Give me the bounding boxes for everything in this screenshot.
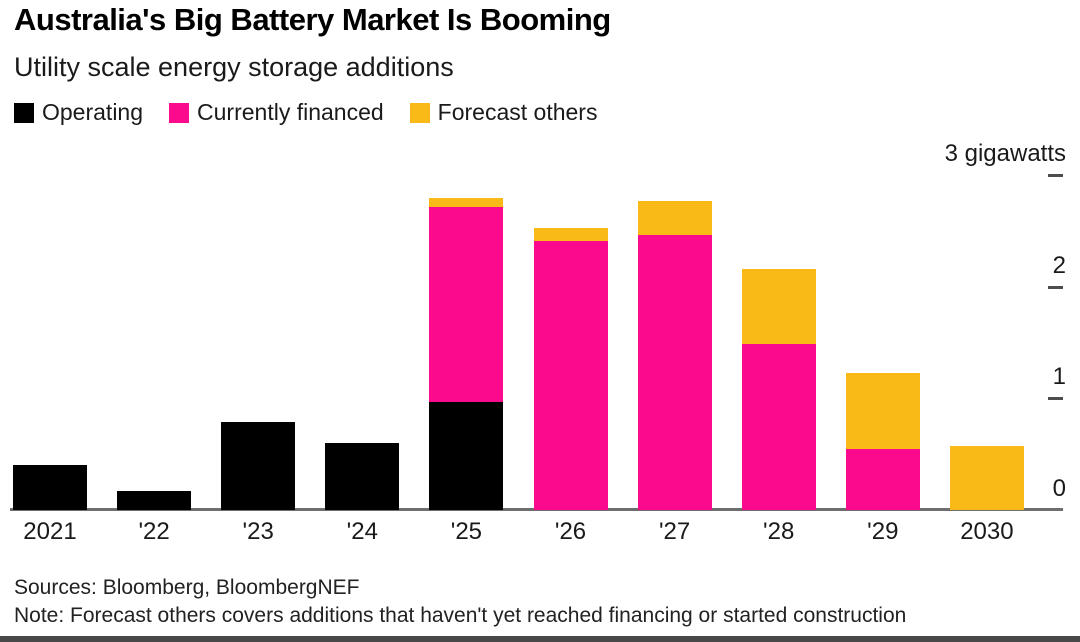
x-axis-label-2021: 2021: [23, 518, 77, 545]
bar-segment-forecast-others-2030: [950, 446, 1024, 510]
bar-segment-operating-23: [221, 422, 295, 510]
bar-segment-currently-financed-27: [638, 235, 712, 510]
sources-text: Sources: Bloomberg, BloombergNEF: [14, 576, 360, 599]
bar-segment-operating-22: [117, 491, 191, 510]
legend-item-currently-financed: Currently financed: [169, 99, 384, 126]
bar-segment-forecast-others-29: [846, 373, 920, 449]
legend-item-forecast-others: Forecast others: [409, 99, 598, 126]
y-axis-tick-2: [1048, 285, 1063, 289]
bar-segment-forecast-others-26: [534, 228, 608, 241]
x-axis-label-26: '26: [554, 518, 587, 545]
chart-legend: Operating Currently financed Forecast othe…: [14, 99, 597, 126]
bar-segment-currently-financed-25: [429, 207, 503, 402]
bar-segment-operating-25: [429, 402, 503, 510]
bar-segment-forecast-others-28: [742, 269, 816, 344]
gold-square-swatch: [409, 102, 430, 123]
x-axis-label-2030: 2030: [960, 518, 1014, 545]
x-axis-label-27: '27: [658, 518, 691, 545]
x-axis-label-23: '23: [242, 518, 274, 545]
legend-label: Forecast others: [437, 99, 598, 125]
note-text: Note: Forecast others covers additions t…: [14, 604, 907, 627]
legend-item-operating: Operating: [14, 99, 143, 126]
x-axis-label-29: '29: [867, 518, 899, 545]
x-axis-label-25: '25: [450, 518, 483, 545]
bar-segment-currently-financed-28: [742, 344, 816, 510]
y-axis-label-2: 2: [1052, 251, 1066, 279]
x-axis-label-22: '22: [138, 518, 170, 545]
bar-segment-forecast-others-27: [638, 201, 712, 235]
y-axis-label-3: 3 gigawatts: [944, 140, 1066, 167]
x-axis-label-28: '28: [763, 518, 795, 545]
bar-segment-forecast-others-25: [429, 198, 503, 207]
chart-title: Australia's Big Battery Market Is Boomin…: [14, 2, 611, 37]
legend-label: Operating: [42, 99, 144, 125]
bar-segment-operating-2021: [13, 465, 87, 510]
bar-segment-currently-financed-29: [846, 449, 920, 510]
y-axis-label-0: 0: [1052, 475, 1066, 502]
bar-segment-operating-24: [325, 443, 399, 510]
black-square-swatch: [14, 102, 34, 123]
chart-subtitle: Utility scale energy storage additions: [14, 52, 454, 82]
x-axis-label-24: '24: [346, 518, 378, 545]
bottom-band-divider: [0, 636, 1080, 642]
y-axis-tick-1: [1048, 397, 1063, 401]
legend-label: Currently financed: [197, 99, 384, 125]
y-axis-label-1: 1: [1052, 363, 1066, 391]
y-axis-tick-3: [1048, 174, 1063, 177]
magenta-square-swatch: [169, 102, 190, 123]
bar-segment-currently-financed-26: [534, 241, 608, 510]
